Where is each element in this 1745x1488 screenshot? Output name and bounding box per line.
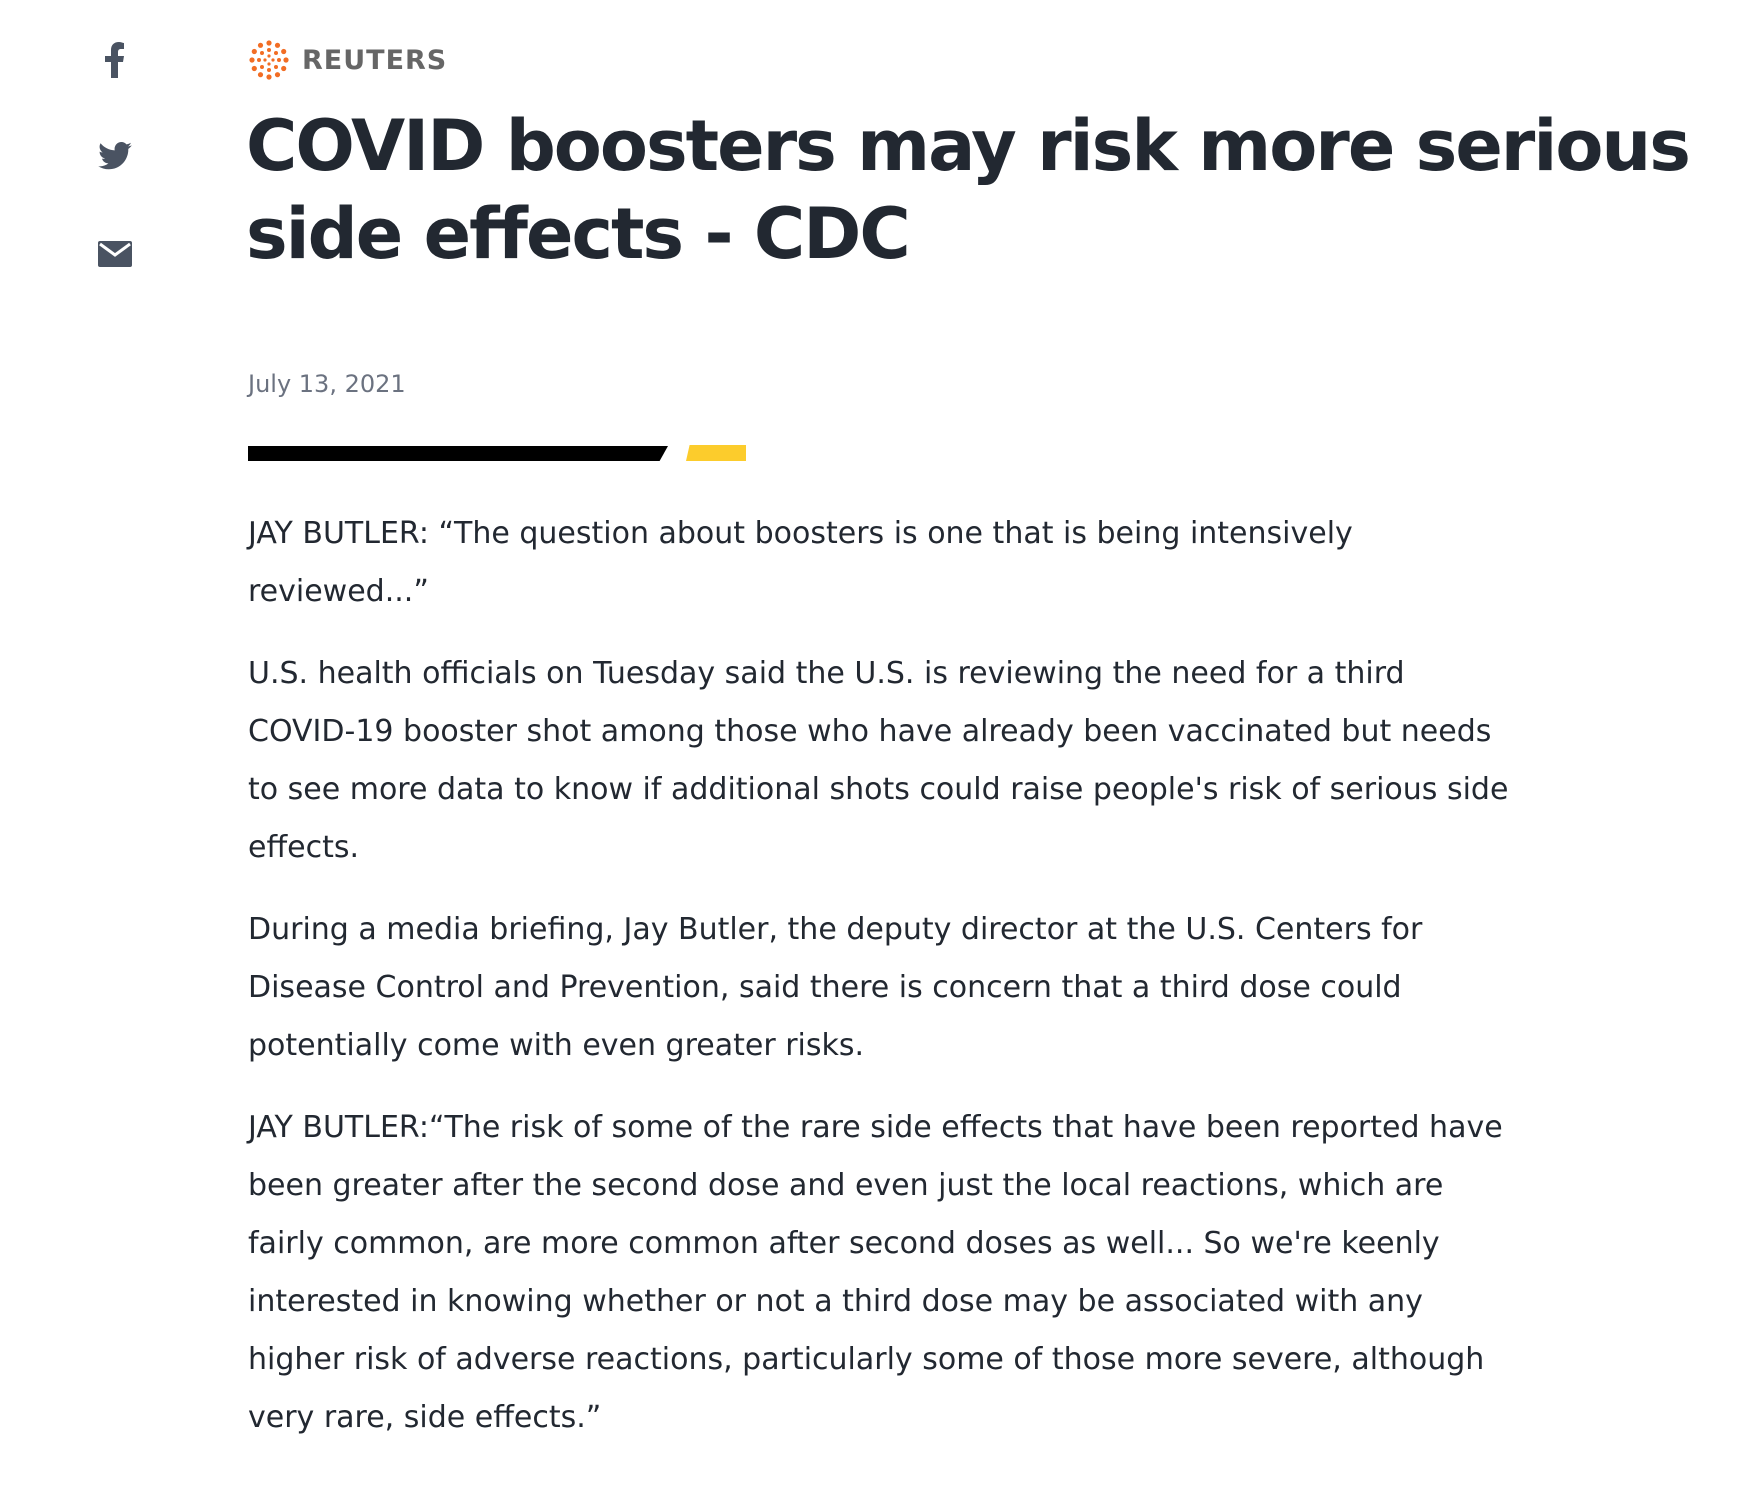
article-paragraph: U.S. health officials on Tuesday said th…	[248, 656, 1509, 865]
share-email-button[interactable]	[95, 234, 135, 274]
facebook-icon	[105, 42, 124, 78]
twitter-icon	[98, 142, 132, 170]
divider-yellow-bar	[686, 445, 746, 461]
article-paragraph: JAY BUTLER:“The risk of some of the rare…	[248, 1110, 1503, 1435]
share-twitter-button[interactable]	[95, 136, 135, 176]
reuters-logo-icon	[249, 40, 289, 80]
article-headline: COVID boosters may risk more serious sid…	[246, 105, 1691, 275]
share-facebook-button[interactable]	[95, 40, 135, 80]
headline-divider	[248, 445, 748, 463]
email-icon	[98, 241, 132, 267]
article-paragraph: JAY BUTLER: “The question about boosters…	[248, 516, 1353, 609]
brand[interactable]: REUTERS	[248, 40, 447, 80]
brand-name: REUTERS	[302, 44, 448, 76]
article-paragraph: During a media briefing, Jay Butler, the…	[248, 912, 1423, 1063]
article-date: July 13, 2021	[248, 370, 406, 398]
article-body: JAY BUTLER: “The question about boosters…	[248, 505, 1518, 1471]
divider-black-bar	[248, 446, 668, 461]
